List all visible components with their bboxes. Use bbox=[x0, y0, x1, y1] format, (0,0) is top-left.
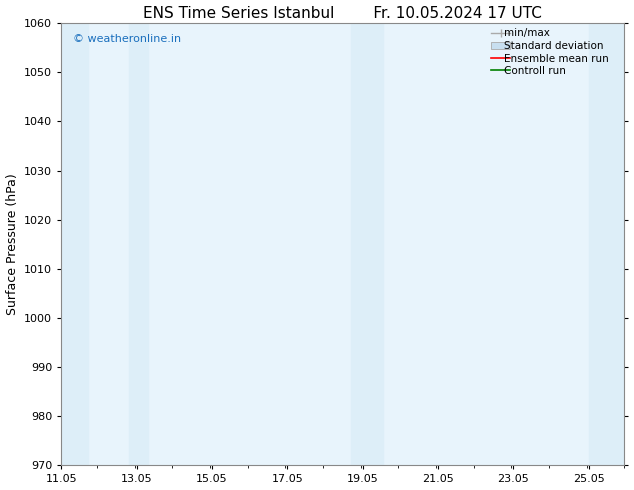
Bar bbox=[129, 23, 148, 466]
Legend: min/max, Standard deviation, Ensemble mean run, Controll run: min/max, Standard deviation, Ensemble me… bbox=[489, 26, 621, 78]
Title: ENS Time Series Istanbul        Fr. 10.05.2024 17 UTC: ENS Time Series Istanbul Fr. 10.05.2024 … bbox=[143, 5, 542, 21]
Bar bbox=[351, 23, 384, 466]
Bar bbox=[61, 23, 87, 466]
Bar bbox=[588, 23, 624, 466]
Y-axis label: Surface Pressure (hPa): Surface Pressure (hPa) bbox=[6, 173, 18, 315]
Text: © weatheronline.in: © weatheronline.in bbox=[72, 34, 181, 44]
